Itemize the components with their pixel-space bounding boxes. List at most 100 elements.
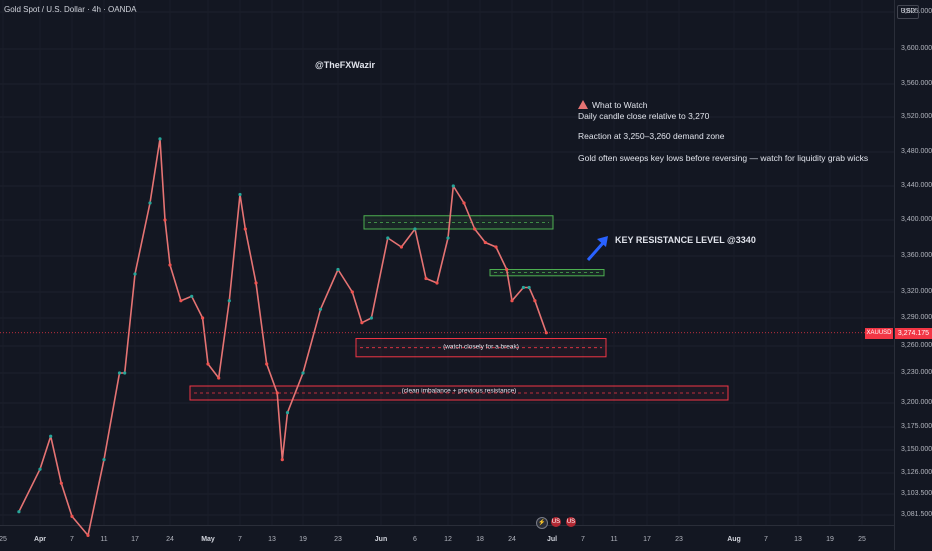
demand-zone-label: (watch closely for a break) (443, 343, 519, 351)
arrow-shaft (586, 242, 605, 261)
price-point (435, 281, 439, 285)
last-price-tag: 3,274.175 (895, 328, 932, 339)
price-tick-label: 3,440.000 (901, 182, 932, 189)
note-line-1: Daily candle close relative to 3,270 (578, 111, 710, 121)
price-point (350, 290, 354, 294)
us-event-flag-icon[interactable]: US (551, 517, 561, 527)
price-axis[interactable] (894, 0, 932, 550)
price-point (505, 267, 509, 272)
price-point (521, 285, 526, 290)
time-tick-label: 19 (299, 536, 307, 543)
time-tick-label: 18 (476, 536, 484, 543)
price-tick-label: 3,150.000 (901, 446, 932, 453)
price-point (462, 201, 466, 205)
time-tick-label: 24 (166, 536, 174, 543)
time-tick-label: 13 (268, 536, 276, 543)
price-tick-label: 3,081.500 (901, 511, 932, 518)
price-point (451, 184, 455, 188)
time-tick-label: 17 (643, 536, 651, 543)
chart-area[interactable] (0, 0, 894, 525)
price-point (17, 510, 21, 514)
price-point (158, 137, 162, 141)
price-point (190, 294, 194, 298)
time-axis[interactable] (0, 525, 894, 551)
time-tick-label: 25 (858, 536, 866, 543)
price-point (133, 272, 137, 276)
price-point (301, 371, 305, 375)
price-point (533, 299, 537, 303)
price-tick-label: 3,290.000 (901, 314, 932, 321)
price-point (59, 481, 63, 485)
time-tick-label: 19 (826, 536, 834, 543)
time-tick-label: Jun (374, 536, 388, 543)
price-point (38, 467, 42, 471)
price-point (70, 514, 74, 519)
price-point (399, 245, 403, 249)
price-point (527, 285, 531, 290)
time-tick-label: 17 (131, 536, 139, 543)
time-tick-label: 25 (0, 536, 7, 543)
warning-icon (578, 100, 588, 109)
price-point (163, 218, 167, 222)
price-point (201, 316, 205, 320)
price-tick-label: 3,103.500 (901, 490, 932, 497)
price-tick-label: 3,320.000 (901, 288, 932, 295)
price-series-line (18, 138, 548, 537)
time-tick-label: Jul (546, 536, 558, 543)
price-point (265, 362, 269, 366)
price-point (413, 227, 417, 231)
price-point (86, 533, 90, 538)
price-point (49, 434, 53, 438)
time-tick-label: 7 (238, 536, 242, 543)
price-tick-label: 3,400.000 (901, 216, 932, 223)
what-to-watch-heading: What to Watch (578, 100, 647, 110)
arrow-head-icon (597, 236, 608, 247)
time-tick-label: Apr (33, 536, 47, 543)
price-point (336, 267, 340, 272)
price-point (360, 321, 364, 325)
price-point (510, 299, 514, 303)
price-tick-label: 3,625.000 (901, 8, 932, 15)
time-tick-label: 13 (794, 536, 802, 543)
price-tick-label: 3,360.000 (901, 252, 932, 259)
time-tick-label: 11 (610, 536, 618, 543)
key-resistance-zone (489, 269, 605, 277)
symbol-title: Gold Spot / U.S. Dollar · 4h · OANDA (4, 5, 137, 14)
price-point (386, 236, 390, 240)
price-tick-label: 3,230.000 (901, 369, 932, 376)
price-tick-label: 3,520.000 (901, 113, 932, 120)
us-event-flag-icon-2[interactable]: US (566, 517, 576, 527)
price-point (227, 299, 231, 303)
price-point (280, 458, 284, 462)
what-to-watch-label: What to Watch (592, 100, 648, 110)
price-tick-label: 3,560.000 (901, 80, 932, 87)
currency-badge[interactable]: USD (897, 5, 919, 19)
price-point (238, 192, 242, 197)
imbalance-zone-label: (clean imbalance + previous resistance) (401, 387, 517, 395)
price-point (123, 371, 127, 375)
price-point (369, 316, 373, 320)
time-tick-label: 7 (70, 536, 74, 543)
price-point (217, 376, 221, 380)
time-tick-label: 24 (508, 536, 516, 543)
note-line-3: Gold often sweeps key lows before revers… (578, 153, 869, 163)
price-tick-label: 3,480.000 (901, 148, 932, 155)
symbol-price-tag: XAUUSD (865, 328, 893, 339)
price-point (285, 411, 290, 415)
time-tick-label: May (201, 536, 215, 543)
note-line-2: Reaction at 3,250–3,260 demand zone (578, 131, 725, 141)
price-point (254, 281, 258, 285)
time-tick-label: 11 (100, 536, 108, 543)
price-point (494, 245, 498, 249)
time-tick-label: 6 (413, 536, 417, 543)
price-point (243, 227, 247, 231)
price-point (117, 371, 122, 375)
price-point (318, 307, 323, 311)
price-point (148, 201, 152, 205)
price-point (473, 227, 477, 231)
price-point (483, 240, 487, 245)
lightning-event-icon[interactable]: ⚡ (536, 517, 548, 529)
time-tick-label: 7 (764, 536, 768, 543)
author-handle: @TheFXWazir (315, 60, 375, 70)
